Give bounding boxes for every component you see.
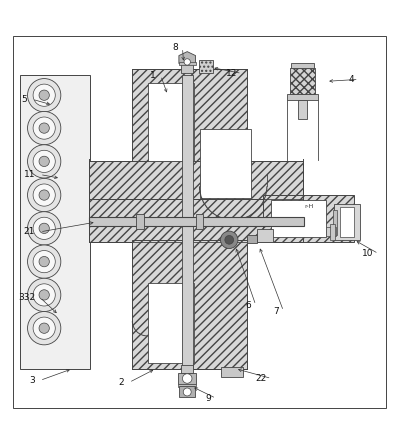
Polygon shape <box>179 386 195 397</box>
Circle shape <box>28 245 61 278</box>
Bar <box>136 214 144 229</box>
Text: 6: 6 <box>245 301 251 310</box>
Text: 2: 2 <box>119 378 124 387</box>
Bar <box>148 83 194 161</box>
Text: 3: 3 <box>29 376 35 385</box>
Circle shape <box>39 90 49 100</box>
Bar <box>257 229 273 242</box>
Bar <box>182 226 193 369</box>
Bar <box>330 224 335 240</box>
Bar <box>286 94 318 100</box>
Bar <box>199 59 213 73</box>
Bar <box>132 69 247 166</box>
Text: 22: 22 <box>256 374 267 383</box>
Circle shape <box>39 156 49 166</box>
Circle shape <box>33 84 55 106</box>
Circle shape <box>28 278 61 312</box>
Bar <box>178 384 196 387</box>
Bar <box>340 207 354 237</box>
Bar <box>89 217 304 226</box>
Bar <box>181 58 193 73</box>
Circle shape <box>33 184 55 206</box>
Bar <box>182 75 193 217</box>
Circle shape <box>183 388 191 396</box>
Bar <box>181 365 193 373</box>
Circle shape <box>39 223 49 234</box>
Text: 1: 1 <box>150 71 156 80</box>
Circle shape <box>39 290 49 300</box>
Text: 12: 12 <box>226 69 237 78</box>
Circle shape <box>28 312 61 345</box>
Text: 4: 4 <box>348 75 354 84</box>
Circle shape <box>33 284 55 306</box>
Circle shape <box>221 231 238 249</box>
Text: 5: 5 <box>22 95 27 103</box>
Circle shape <box>39 190 49 200</box>
Text: 11: 11 <box>24 170 35 179</box>
Circle shape <box>33 150 55 172</box>
Circle shape <box>28 145 61 178</box>
Circle shape <box>28 178 61 212</box>
Bar <box>326 227 336 236</box>
Circle shape <box>28 212 61 245</box>
Polygon shape <box>178 373 196 385</box>
Bar <box>334 210 337 235</box>
Bar <box>334 204 360 240</box>
Circle shape <box>182 374 192 383</box>
Bar <box>178 62 196 66</box>
Text: 21: 21 <box>24 227 35 236</box>
Bar <box>200 129 251 198</box>
Bar <box>247 235 257 242</box>
Circle shape <box>33 117 55 139</box>
Text: 10: 10 <box>362 249 374 258</box>
Circle shape <box>39 123 49 133</box>
Circle shape <box>225 235 233 244</box>
Bar <box>89 199 302 242</box>
Circle shape <box>39 323 49 333</box>
Bar <box>298 100 307 119</box>
Text: 8: 8 <box>172 43 178 52</box>
Text: 7: 7 <box>273 307 279 316</box>
Bar <box>89 161 302 200</box>
Circle shape <box>28 111 61 145</box>
Circle shape <box>33 317 55 339</box>
Bar <box>221 368 243 377</box>
Polygon shape <box>179 52 196 63</box>
Circle shape <box>184 59 190 65</box>
Text: r-H: r-H <box>304 204 314 210</box>
Bar <box>196 214 203 229</box>
Circle shape <box>39 257 49 267</box>
Bar <box>20 75 90 369</box>
Bar <box>148 283 194 363</box>
Circle shape <box>28 79 61 112</box>
Bar <box>290 68 315 94</box>
Circle shape <box>33 217 55 239</box>
Bar <box>290 63 314 68</box>
Bar <box>271 200 326 237</box>
Bar <box>132 240 247 369</box>
Text: 9: 9 <box>205 394 211 403</box>
Text: 332: 332 <box>18 293 35 302</box>
Bar <box>263 195 354 242</box>
Circle shape <box>33 250 55 273</box>
